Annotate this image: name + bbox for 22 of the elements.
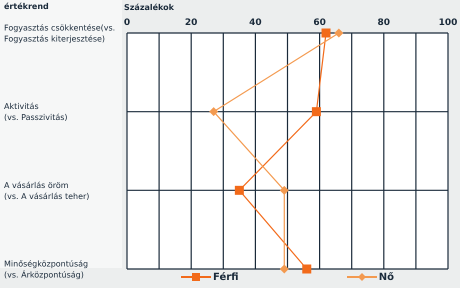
point xyxy=(209,107,218,116)
legend-label: Nő xyxy=(378,272,394,282)
x-tick-label: 40 xyxy=(249,18,262,28)
legend-label: Férfi xyxy=(213,272,239,282)
y-tick-label: Fogyasztás csökkentése(vs. Fogyasztás kiterjesztése) xyxy=(4,24,116,44)
y-tick-label: Minőségközpontúság (vs. Árközpontúság) xyxy=(4,260,88,280)
x-tick-label: 80 xyxy=(378,18,390,28)
y-tick-label: A vásárlás öröm (vs. A vásárlás teher) xyxy=(4,180,90,201)
point xyxy=(312,107,321,116)
y-axis-title: értékrend xyxy=(4,2,49,11)
x-tick-label: 60 xyxy=(313,18,326,28)
x-tick-label: 100 xyxy=(438,18,458,28)
point xyxy=(302,264,312,274)
point xyxy=(334,28,344,38)
x-tick-label: 0 xyxy=(124,18,130,28)
point xyxy=(322,28,331,38)
x-tick-label: 20 xyxy=(184,18,198,28)
point xyxy=(280,186,289,195)
point xyxy=(234,186,244,195)
y-tick-label: Aktivitás (vs. Passzivitás) xyxy=(4,102,68,122)
point xyxy=(280,264,289,274)
x-axis-title: Százalékok xyxy=(124,3,174,12)
